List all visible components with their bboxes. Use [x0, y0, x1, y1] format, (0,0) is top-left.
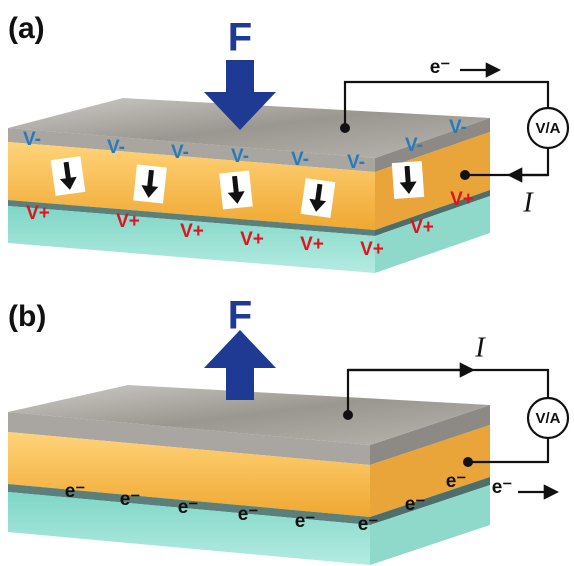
charge-label: V+: [26, 203, 50, 224]
slab-face: [375, 132, 490, 230]
panel-label: (b): [8, 300, 46, 333]
charge-label: V+: [360, 239, 384, 260]
dipole-arrow: [399, 165, 417, 194]
charge-label: V-: [23, 129, 41, 150]
slab-face: [8, 492, 370, 565]
slab-face: [375, 190, 490, 236]
charge-label: V+: [240, 229, 264, 250]
force-arrow: [204, 60, 276, 130]
contact: [463, 457, 473, 467]
dipole: [219, 170, 253, 210]
charge-label: V-: [347, 152, 365, 173]
slab-face: [370, 405, 490, 465]
charge-label: V+: [300, 234, 324, 255]
charge-label: V-: [405, 135, 423, 156]
electron-label: e⁻: [358, 514, 379, 535]
charge-label: V+: [180, 221, 204, 242]
slab-face: [370, 477, 490, 525]
meter: [526, 106, 570, 150]
electron-label: e⁻: [178, 497, 199, 518]
force-label: F: [228, 16, 252, 60]
electron-label: e⁻: [405, 494, 426, 515]
meter: [526, 396, 570, 440]
dipole: [391, 160, 425, 200]
charge-label: V+: [410, 217, 434, 238]
slab-face: [375, 196, 490, 273]
dipole: [300, 178, 336, 218]
slab-face: [8, 200, 375, 236]
electron-label: e⁻: [446, 471, 467, 492]
panel-label: (a): [8, 12, 45, 45]
electron-label: e⁻: [120, 489, 141, 510]
dipole-arrow: [141, 169, 159, 198]
slab-face: [370, 485, 490, 565]
charge-label: V-: [231, 146, 249, 167]
meter-label: V/A: [535, 410, 560, 427]
dipole-arrow: [309, 183, 327, 212]
dipole: [133, 164, 167, 204]
slab-face: [8, 206, 375, 273]
contact: [460, 170, 470, 180]
dipole-arrow: [227, 175, 245, 204]
electron-label: e⁻: [238, 504, 259, 525]
force-arrow: [204, 330, 276, 400]
slab-face: [8, 432, 370, 517]
electron-label: e⁻: [65, 481, 86, 502]
charge-label: V-: [171, 142, 189, 163]
current-label: I: [474, 332, 486, 363]
charge-label: V+: [450, 189, 474, 210]
slabs: [8, 98, 490, 565]
slab-face: [375, 118, 490, 172]
contact: [343, 410, 353, 420]
charge-label: V-: [449, 117, 467, 138]
slab-face: [8, 128, 375, 172]
dipole-arrow: [59, 161, 77, 190]
slab-face: [8, 142, 375, 230]
electron-label: e⁻: [295, 511, 316, 532]
dipole: [50, 156, 86, 196]
current-label: I: [522, 187, 534, 218]
charge-label: V-: [107, 137, 125, 158]
meter-label: V/A: [535, 120, 560, 137]
slab-face: [8, 412, 370, 465]
contact: [340, 123, 350, 133]
charge-label: V+: [116, 211, 140, 232]
charge-label: V-: [291, 149, 309, 170]
electron-label: e⁻: [492, 477, 513, 498]
slab-top: [8, 98, 490, 158]
slab-face: [8, 484, 370, 525]
slab-top: [8, 385, 490, 445]
electron-label: e⁻: [430, 57, 451, 78]
slab-face: [370, 425, 490, 517]
